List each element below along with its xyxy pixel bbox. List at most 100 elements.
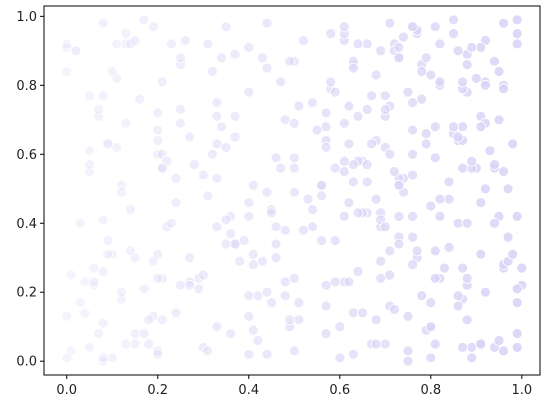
scatter-point (375, 255, 387, 267)
x-tick-label: 0.2 (147, 383, 168, 398)
scatter-point (279, 290, 291, 302)
scatter-point (511, 328, 523, 340)
scatter-point (425, 321, 437, 333)
scatter-point (452, 45, 464, 57)
scatter-point (225, 228, 237, 240)
scatter-point (79, 276, 91, 288)
scatter-point (461, 272, 473, 284)
scatter-point (448, 28, 459, 39)
scatter-point (457, 262, 469, 274)
scatter-point (175, 279, 186, 291)
scatter-point (511, 38, 523, 50)
scatter-point (461, 314, 473, 326)
scatter-point (502, 183, 514, 195)
scatter-point (388, 304, 400, 315)
scatter-point (448, 14, 459, 26)
scatter-point (125, 245, 136, 257)
scatter-point (475, 197, 487, 209)
scatter-point (307, 204, 318, 215)
scatter-point (402, 345, 414, 357)
scatter-point (334, 352, 346, 364)
scatter-point (384, 17, 396, 29)
scatter-point (88, 276, 100, 288)
scatter-point (175, 104, 186, 115)
scatter-point (111, 38, 123, 50)
scatter-point (429, 272, 441, 284)
scatter-point (61, 352, 73, 364)
scatter-point (147, 21, 159, 33)
scatter-point (466, 341, 478, 353)
scatter-point (211, 221, 223, 233)
scatter-point (84, 341, 95, 353)
scatter-point (307, 221, 318, 233)
scatter-point (288, 152, 300, 164)
scatter-point (61, 42, 73, 53)
scatter-point (206, 66, 218, 77)
scatter-point (316, 190, 328, 202)
scatter-point (138, 328, 150, 340)
scatter-point (452, 217, 464, 229)
scatter-point (270, 252, 282, 264)
scatter-point (65, 269, 77, 281)
scatter-point (165, 217, 177, 229)
scatter-point (266, 207, 277, 219)
scatter-point (175, 117, 186, 129)
scatter-point (320, 279, 332, 291)
scatter-point (106, 66, 118, 77)
scatter-point (252, 290, 264, 302)
scatter-point (489, 55, 500, 67)
scatter-point (329, 86, 341, 98)
scatter-point (252, 335, 264, 346)
scatter-point (407, 97, 419, 108)
scatter-point (489, 159, 500, 171)
scatter-point (97, 266, 109, 277)
scatter-point (416, 93, 428, 105)
scatter-point (184, 279, 196, 291)
y-tick-label: 0.2 (16, 286, 37, 301)
scatter-point (261, 348, 273, 360)
y-tick-label: 0.0 (16, 355, 37, 370)
scatter-point (416, 290, 428, 302)
scatter-point (243, 86, 255, 98)
scatter-point (229, 238, 241, 250)
scatter-point (102, 235, 114, 246)
scatter-point (125, 204, 136, 215)
scatter-point (156, 162, 168, 174)
scatter-point (475, 121, 487, 133)
scatter-point (261, 186, 273, 198)
scatter-point (211, 111, 223, 122)
x-tick-label: 0.0 (56, 383, 77, 398)
scatter-point (443, 241, 455, 253)
scatter-point (320, 300, 332, 312)
scatter-point (457, 121, 469, 133)
scatter-point (111, 141, 123, 153)
scatter-point (329, 235, 341, 246)
scatter-point (347, 159, 359, 171)
scatter-point (297, 35, 309, 46)
scatter-point (152, 107, 164, 119)
scatter-point (229, 48, 241, 60)
scatter-point (243, 290, 255, 302)
scatter-point (347, 62, 359, 74)
scatter-point (366, 138, 378, 150)
scatter-point (75, 217, 86, 229)
scatter-point (247, 259, 259, 271)
scatter-point (429, 245, 441, 257)
scatter-point (420, 52, 432, 64)
scatter-point (461, 217, 473, 229)
scatter-point (93, 328, 104, 340)
scatter-point (452, 131, 464, 143)
scatter-point (284, 55, 296, 67)
scatter-point (384, 148, 396, 160)
scatter-point (211, 97, 223, 108)
scatter-point (288, 186, 300, 198)
scatter-point (61, 38, 73, 50)
scatter-point (293, 314, 305, 326)
scatter-point (466, 42, 478, 53)
scatter-point (75, 297, 86, 309)
scatter-point (407, 21, 419, 33)
scatter-point (320, 141, 332, 153)
scatter-point (216, 121, 227, 133)
scatter-point (370, 314, 382, 326)
scatter-point (325, 28, 337, 39)
